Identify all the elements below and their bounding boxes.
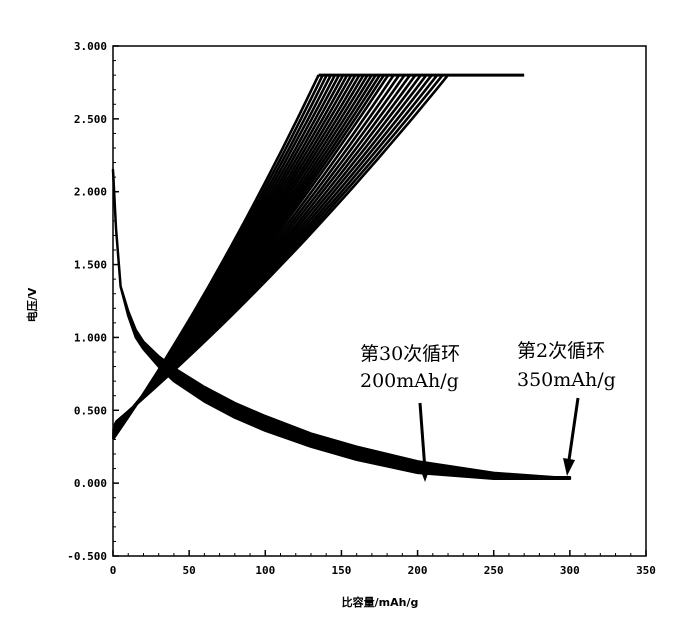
y-tick-label: 2.000	[74, 186, 107, 199]
annotation-cycle-2-arrow	[567, 397, 580, 461]
x-tick-label: 200	[408, 564, 428, 577]
discharge-band-fill	[111, 168, 572, 481]
y-tick-label: 1.500	[74, 259, 107, 272]
x-tick-label: 50	[183, 564, 196, 577]
plot-frame	[112, 45, 647, 557]
x-axis-ticks: 0 50 100 150 200 250 300 350	[110, 550, 656, 577]
annotation-cycle-30-arrowhead	[419, 465, 431, 482]
y-axis-title: 电压/V	[25, 287, 39, 322]
y-tick-label: 3.000	[74, 40, 107, 53]
charge-curves-group	[111, 73, 525, 441]
x-tick-label: 300	[560, 564, 580, 577]
annotation-cycle-2-capacity: 350mAh/g	[517, 369, 616, 391]
x-axis-title: 比容量/mAh/g	[342, 595, 419, 609]
y-tick-label: 2.500	[74, 113, 107, 126]
x-tick-label: 100	[255, 564, 275, 577]
y-tick-label: 1.000	[74, 331, 107, 344]
y-axis-ticks: 3.000 2.500 2.000 1.500 1.000 0.500 0.000 -0.50…	[67, 40, 119, 563]
charge-curve	[115, 74, 450, 423]
y-tick-label: 0.500	[74, 404, 107, 417]
annotation-cycle-2-arrowhead	[563, 458, 575, 476]
annotation-cycle-2: 第2次循环 350mAh/g	[517, 340, 616, 476]
annotation-cycle-30-label: 第30次循环	[360, 343, 460, 365]
annotation-cycle-30: 第30次循环 200mAh/g	[360, 343, 460, 482]
discharge-curve-band	[111, 168, 572, 481]
annotation-cycle-30-arrow	[418, 402, 427, 471]
x-tick-label: 150	[331, 564, 351, 577]
y-tick-label: 0.000	[74, 477, 107, 490]
x-tick-label: 0	[110, 564, 117, 577]
x-tick-label: 350	[636, 564, 656, 577]
x-tick-label: 250	[484, 564, 504, 577]
annotation-cycle-2-label: 第2次循环	[517, 340, 605, 362]
y-tick-label: -0.500	[67, 550, 107, 563]
annotation-cycle-30-capacity: 200mAh/g	[360, 370, 459, 392]
